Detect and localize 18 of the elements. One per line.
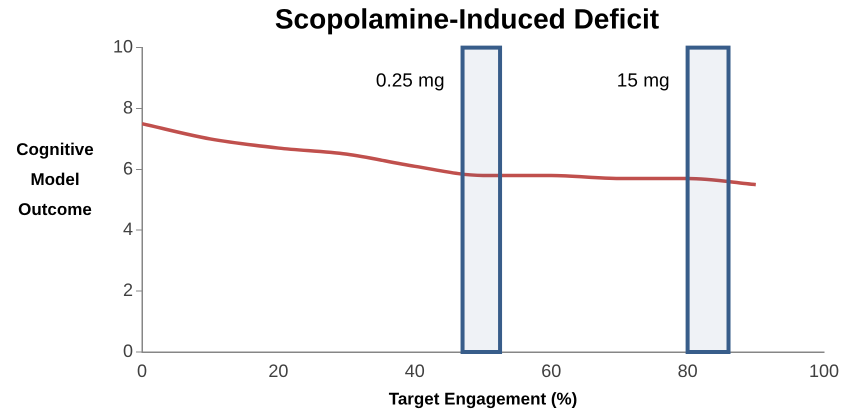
x-tick-label: 100 bbox=[808, 360, 840, 381]
y-tick-label: 2 bbox=[123, 280, 134, 300]
y-tick-label: 10 bbox=[112, 36, 134, 57]
x-tick-label: 20 bbox=[268, 360, 288, 381]
x-tick-label: 60 bbox=[541, 360, 562, 381]
chart-title: Scopolamine-Induced Deficit bbox=[274, 4, 660, 35]
y-tick-label: 4 bbox=[123, 219, 134, 240]
line-series bbox=[142, 122, 758, 186]
band-label: 0.25 mg bbox=[376, 70, 445, 92]
y-tick-label: 6 bbox=[123, 158, 134, 178]
y-tick-label: 8 bbox=[123, 97, 134, 118]
x-tick-label: 40 bbox=[404, 360, 425, 381]
x-axis-title: Target Engagement (%) bbox=[388, 389, 578, 408]
x-tick-label: 0 bbox=[137, 360, 148, 381]
band-label: 15 mg bbox=[616, 70, 670, 92]
x-tick-label: 80 bbox=[678, 360, 698, 381]
y-axis-title: Cognitive Model Outcome bbox=[15, 139, 95, 221]
y-tick-label: 0 bbox=[123, 340, 134, 361]
